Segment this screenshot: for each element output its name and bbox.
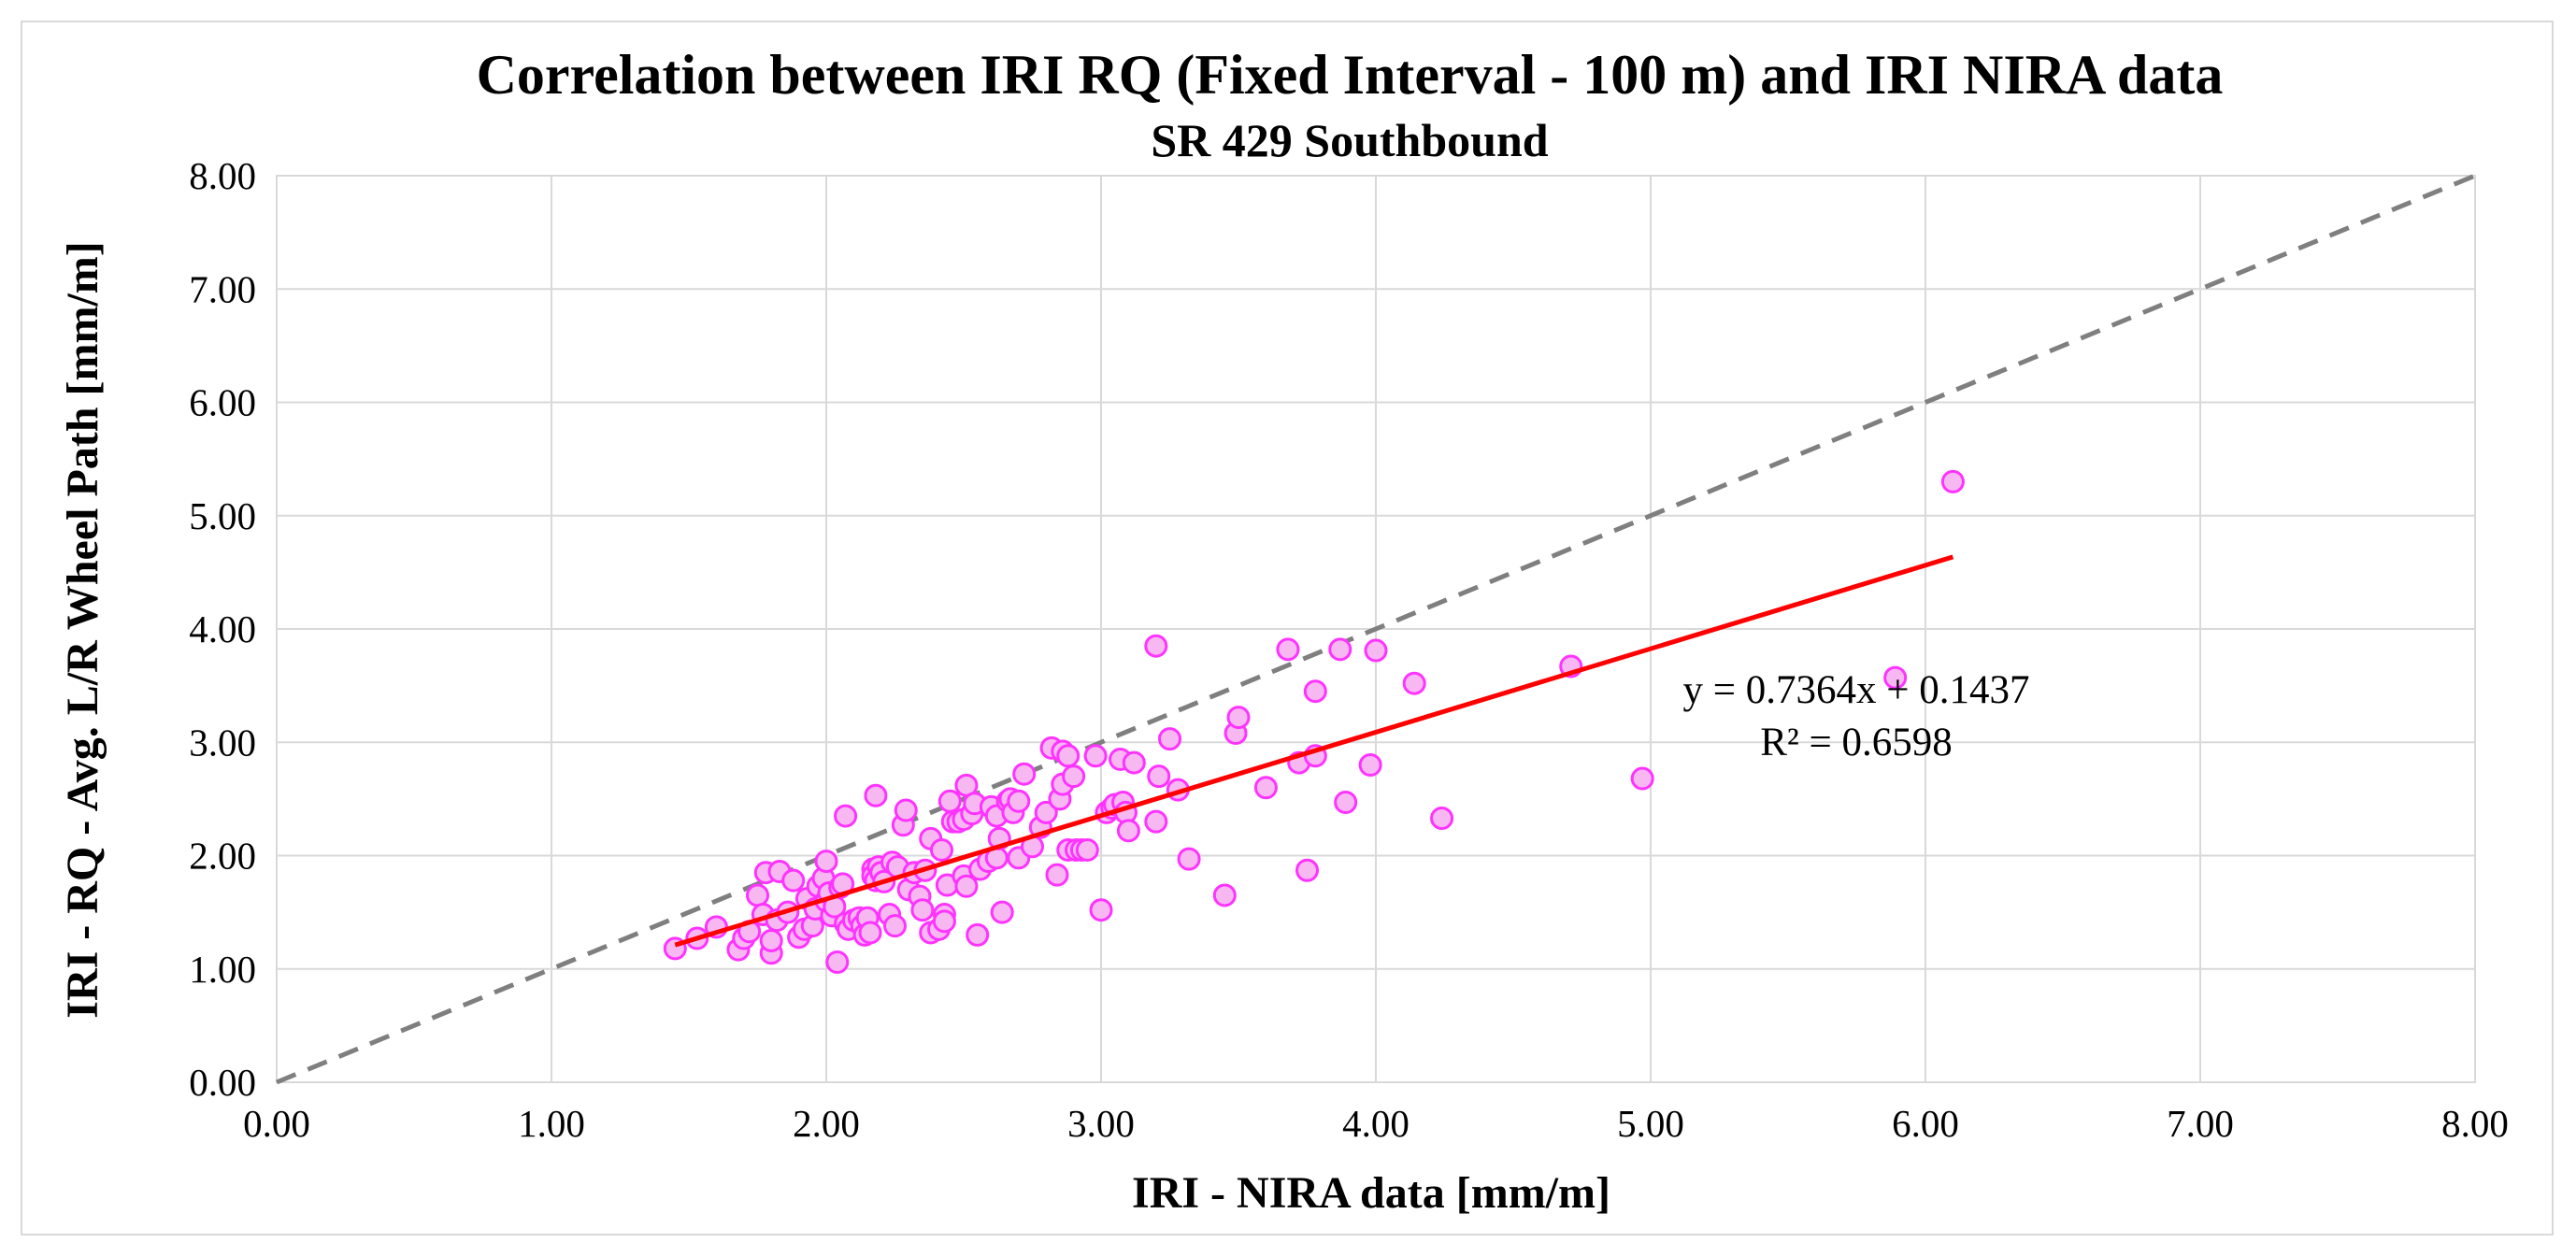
- data-point: [1328, 637, 1352, 662]
- data-point: [1012, 762, 1037, 786]
- data-point: [1177, 847, 1201, 871]
- x-tick-label: 6.00: [1892, 1102, 1959, 1145]
- data-point: [1075, 837, 1099, 862]
- reference-line: [276, 173, 2476, 1085]
- data-point: [781, 868, 806, 893]
- y-tick-label: 0.00: [189, 1061, 256, 1104]
- data-point: [825, 950, 850, 974]
- data-point: [1334, 791, 1358, 815]
- data-point: [1303, 679, 1327, 704]
- trendline-group: [674, 554, 1954, 948]
- reference-line-group: [276, 173, 2476, 1085]
- trendline-equation: y = 0.7364x + 0.1437: [1682, 668, 2029, 712]
- data-point: [1430, 806, 1454, 830]
- x-tick-label: 5.00: [1617, 1102, 1684, 1145]
- x-tick-label: 4.00: [1342, 1102, 1410, 1145]
- chart-frame: Correlation between IRI RQ (Fixed Interv…: [21, 21, 2554, 1236]
- data-point: [883, 914, 907, 938]
- data-point: [1253, 776, 1278, 800]
- x-tick-label: 2.00: [793, 1102, 860, 1145]
- plot-border: [276, 175, 2476, 1083]
- data-point: [1295, 858, 1319, 882]
- data-point: [1034, 800, 1058, 824]
- data-point: [1364, 638, 1388, 663]
- data-point: [1358, 753, 1382, 777]
- data-point: [1007, 789, 1031, 813]
- trendline: [674, 554, 1954, 948]
- data-point: [1144, 809, 1168, 834]
- data-point: [1147, 764, 1171, 789]
- scatter-chart: Correlation between IRI RQ (Fixed Interv…: [58, 44, 2509, 1218]
- data-point: [1062, 764, 1086, 789]
- data-point: [954, 874, 979, 898]
- data-point: [966, 922, 990, 947]
- data-point: [1089, 898, 1113, 922]
- x-tick-label: 0.00: [243, 1102, 310, 1145]
- x-axis-ticks: 0.00 1.00 2.00 3.00 4.00 5.00 6.00 7.00 8.00: [243, 1102, 2509, 1145]
- data-point: [814, 850, 838, 874]
- y-tick-label: 2.00: [189, 835, 256, 878]
- data-point: [1276, 637, 1300, 662]
- data-point: [990, 900, 1014, 924]
- data-point: [759, 928, 783, 952]
- data-point: [932, 909, 956, 934]
- x-axis-title: IRI - NIRA data [mm/m]: [1132, 1168, 1610, 1218]
- data-point: [929, 837, 953, 862]
- y-tick-label: 5.00: [189, 494, 256, 537]
- data-point: [1083, 744, 1108, 768]
- chart-title: Correlation between IRI RQ (Fixed Interv…: [477, 44, 2224, 106]
- y-tick-label: 6.00: [189, 381, 256, 424]
- data-point: [1045, 863, 1069, 887]
- data-point: [1940, 469, 1965, 493]
- data-point: [1116, 819, 1140, 843]
- data-point: [1212, 883, 1237, 907]
- trendline-r-squared: R² = 0.6598: [1760, 721, 1953, 764]
- data-point: [1158, 727, 1181, 751]
- data-point: [858, 921, 882, 945]
- x-tick-label: 7.00: [2167, 1102, 2234, 1145]
- x-tick-label: 3.00: [1067, 1102, 1135, 1145]
- data-point: [834, 804, 858, 828]
- data-point: [937, 789, 962, 813]
- y-tick-label: 8.00: [189, 154, 256, 197]
- x-tick-label: 1.00: [518, 1102, 585, 1145]
- data-point: [1144, 634, 1168, 658]
- y-tick-label: 1.00: [189, 948, 256, 991]
- data-point: [1402, 671, 1426, 695]
- plot-area: [276, 175, 2476, 1083]
- y-tick-label: 3.00: [189, 721, 256, 764]
- data-point: [910, 898, 935, 922]
- chart-subtitle: SR 429 Southbound: [1151, 114, 1548, 166]
- y-axis-ticks: 0.00 1.00 2.00 3.00 4.00 5.00 6.00 7.00 8.00: [189, 154, 256, 1104]
- data-point: [864, 783, 888, 807]
- data-point: [1122, 750, 1146, 775]
- data-point: [894, 798, 918, 822]
- y-tick-label: 4.00: [189, 607, 256, 650]
- y-axis-title: IRI - RQ - Avg. L/R Wheel Path [mm/m]: [58, 241, 107, 1019]
- y-tick-label: 7.00: [189, 267, 256, 310]
- data-point: [746, 883, 769, 907]
- data-point: [1226, 706, 1251, 730]
- x-tick-label: 8.00: [2441, 1102, 2509, 1145]
- data-point: [1056, 744, 1080, 768]
- data-point: [1883, 665, 1908, 690]
- data-point: [1630, 766, 1654, 791]
